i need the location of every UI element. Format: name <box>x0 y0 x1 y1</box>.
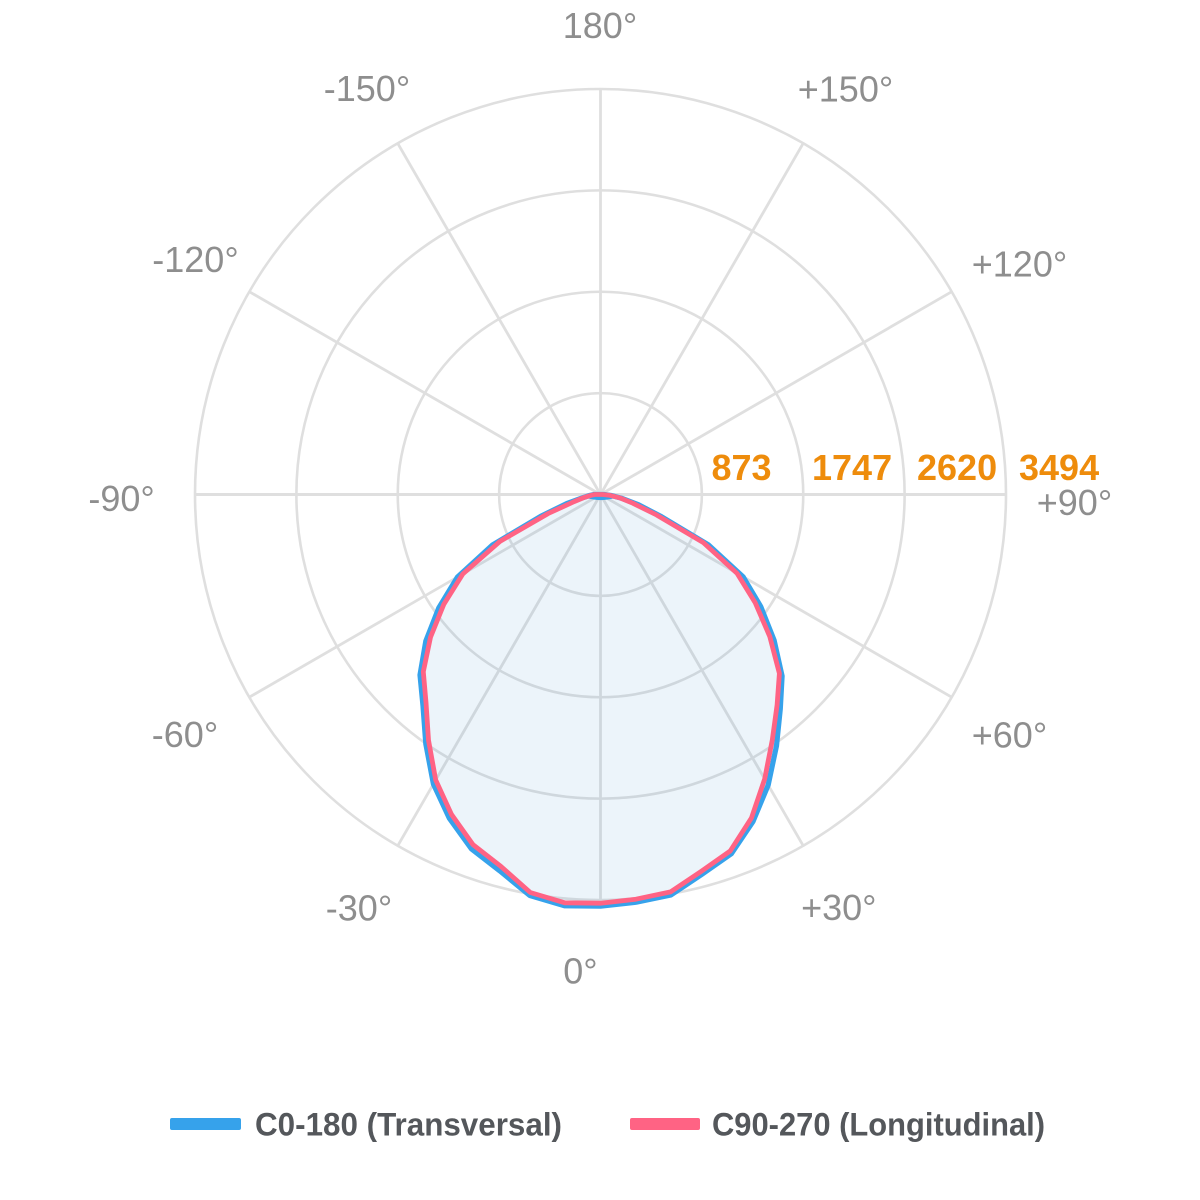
svg-text:-90°: -90° <box>88 478 154 519</box>
svg-text:-120°: -120° <box>152 239 238 280</box>
svg-text:0°: 0° <box>563 950 597 991</box>
svg-text:+90°: +90° <box>1037 482 1112 523</box>
svg-text:+60°: +60° <box>972 714 1047 755</box>
svg-text:C90-270 (Longitudinal): C90-270 (Longitudinal) <box>712 1107 1045 1143</box>
svg-text:+120°: +120° <box>972 243 1067 284</box>
svg-text:-150°: -150° <box>324 68 410 109</box>
svg-text:-30°: -30° <box>326 887 392 928</box>
svg-text:2620: 2620 <box>917 447 997 488</box>
svg-text:+30°: +30° <box>801 887 876 928</box>
svg-text:+150°: +150° <box>798 68 893 109</box>
svg-text:-60°: -60° <box>152 714 218 755</box>
svg-text:C0-180 (Transversal): C0-180 (Transversal) <box>255 1107 562 1143</box>
svg-text:1747: 1747 <box>812 447 892 488</box>
svg-text:873: 873 <box>712 447 772 488</box>
svg-text:180°: 180° <box>563 5 637 46</box>
svg-text:3494: 3494 <box>1019 447 1099 488</box>
